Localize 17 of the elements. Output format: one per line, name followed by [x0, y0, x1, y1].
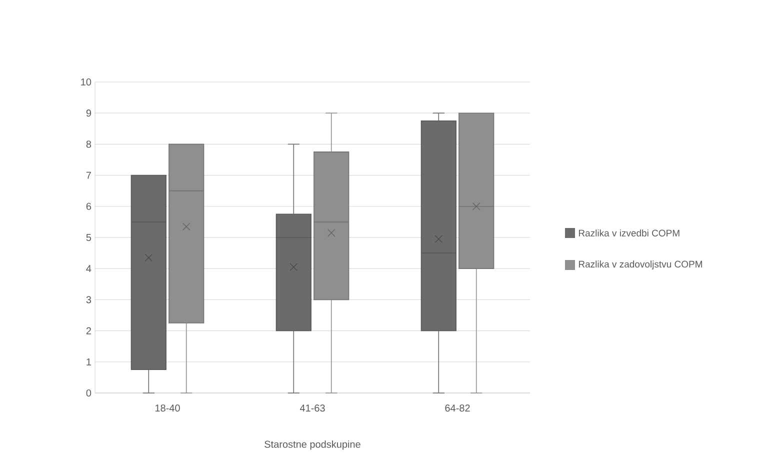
y-tick-label: 7	[86, 172, 91, 179]
y-tick-label: 2	[86, 327, 91, 334]
y-tick-label: 1	[86, 358, 91, 366]
y-tick-label: 0	[86, 389, 92, 397]
x-tick-label: 41-63	[300, 404, 325, 412]
legend-label: Razlika v zadovoljstvu COPM	[578, 260, 702, 270]
y-tick-label: 3	[86, 296, 92, 304]
y-tick-label: 4	[86, 265, 92, 272]
x-tick-label: 18-40	[155, 404, 180, 412]
legend-label: Razlika v izvedbi COPM	[578, 230, 680, 236]
x-tick-label: 64-82	[445, 404, 470, 412]
y-tick-label: 8	[86, 140, 92, 148]
y-tick-label: 5	[86, 234, 92, 241]
y-tick-label: 6	[86, 202, 92, 210]
y-tick-label: 10	[81, 78, 92, 86]
x-axis-title: Starostne podskupine	[264, 440, 360, 450]
y-tick-label: 9	[86, 110, 92, 117]
